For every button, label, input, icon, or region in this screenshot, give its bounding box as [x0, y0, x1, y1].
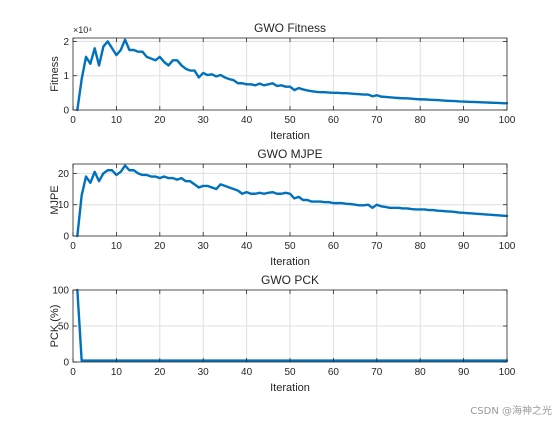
chart-panel-2: 0 10 20 30 40 50 60 70 80 90 100 0 10 20 GWO MJPE Itera…: [49, 147, 516, 268]
x-tick-label: 60: [328, 241, 340, 252]
y-exponent-label: ×10⁴: [73, 25, 92, 35]
x-tick-label: 10: [111, 115, 123, 126]
x-tick-label: 90: [458, 115, 470, 126]
x-tick-label: 40: [241, 367, 253, 378]
x-tick-label: 90: [458, 367, 470, 378]
x-tick-label: 60: [328, 115, 340, 126]
x-tick-label: 50: [284, 115, 296, 126]
y-tick-label: 0: [63, 232, 69, 243]
x-tick-label: 70: [371, 367, 383, 378]
x-tick-label: 0: [70, 367, 76, 378]
x-tick-label: 40: [241, 241, 253, 252]
x-tick-label: 70: [371, 115, 383, 126]
watermark: CSDN @海神之光: [470, 406, 552, 417]
y-tick-label: 1: [63, 71, 69, 82]
y-tick-label: 0: [63, 106, 69, 117]
x-tick-label: 80: [415, 241, 427, 252]
x-tick-label: 70: [371, 241, 383, 252]
x-tick-label: 40: [241, 115, 253, 126]
y-tick-label: 2: [63, 37, 69, 48]
x-tick-label: 20: [154, 241, 166, 252]
y-axis-label: MJPE: [49, 185, 61, 214]
y-axis-label: PCK (%): [49, 305, 61, 348]
x-tick-label: 60: [328, 367, 340, 378]
x-tick-label: 30: [198, 241, 210, 252]
series-line-1: [76, 288, 509, 362]
y-axis-label: Fitness: [49, 56, 61, 92]
series-line-1: [76, 164, 509, 238]
x-axis-label: Iteration: [270, 130, 310, 142]
x-tick-label: 80: [415, 367, 427, 378]
x-tick-label: 100: [499, 115, 516, 126]
chart-panel-3: 0 10 20 30 40 50 60 70 80 90 100 0 50 100 GWO PCK Itera…: [49, 273, 516, 394]
x-tick-label: 100: [499, 367, 516, 378]
y-tick-label: 10: [58, 200, 70, 211]
chart-title: GWO MJPE: [257, 147, 322, 161]
x-tick-label: 30: [198, 367, 210, 378]
chart-title: GWO PCK: [261, 273, 319, 287]
x-tick-label: 20: [154, 367, 166, 378]
chart-panel-1: 0 10 20 30 40 50 60 70 80 90 100 0 1 2 ×10⁴ GWO Fitness…: [49, 21, 516, 142]
x-tick-label: 0: [70, 241, 76, 252]
x-tick-label: 80: [415, 115, 427, 126]
chart-title: GWO Fitness: [254, 21, 326, 35]
y-tick-label: 50: [58, 322, 70, 333]
x-axis-label: Iteration: [270, 256, 310, 268]
series-line-1: [76, 38, 509, 112]
x-tick-label: 50: [284, 367, 296, 378]
y-tick-label: 0: [63, 358, 69, 369]
x-tick-label: 0: [70, 115, 76, 126]
x-tick-label: 100: [499, 241, 516, 252]
x-tick-label: 10: [111, 367, 123, 378]
x-tick-label: 20: [154, 115, 166, 126]
x-tick-label: 10: [111, 241, 123, 252]
y-tick-label: 100: [52, 286, 69, 297]
x-axis-label: Iteration: [270, 382, 310, 394]
x-tick-label: 50: [284, 241, 296, 252]
y-tick-label: 20: [58, 169, 70, 180]
x-tick-label: 90: [458, 241, 470, 252]
x-tick-label: 30: [198, 115, 210, 126]
